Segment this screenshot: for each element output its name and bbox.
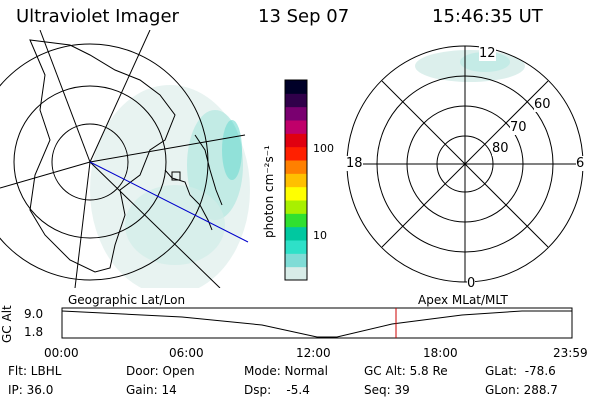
status-glat: GLat: -78.6 — [485, 364, 556, 378]
left-panel-label: Geographic Lat/Lon — [68, 293, 186, 307]
status-seq: Seq: 39 — [364, 383, 410, 397]
mlt-label-6: 6 — [576, 156, 585, 171]
latitude-circle — [51, 123, 129, 201]
mlt-label-18: 18 — [346, 156, 363, 171]
colorbar-stripe — [285, 93, 307, 108]
geographic-map — [0, 30, 250, 288]
colorbar-stripe — [285, 200, 307, 214]
mlat-label-80: 80 — [492, 141, 509, 156]
colorbar-tick-100: 100 — [313, 142, 334, 155]
status-glon: GLon: 288.7 — [485, 383, 558, 397]
mlat-label-60: 60 — [534, 97, 551, 112]
colorbar-stripe — [285, 173, 307, 188]
mlt-label-0: 0 — [467, 276, 476, 291]
status-door: Door: Open — [126, 364, 195, 378]
south-america-coastline — [194, 134, 223, 206]
time-tick-0600: 06:00 — [169, 346, 204, 360]
meridian-line — [89, 161, 221, 288]
time-tick-1800: 18:00 — [423, 346, 458, 360]
colorbar-stripe — [285, 106, 307, 121]
time-tick-2359: 23:59 — [553, 346, 588, 360]
date-label: 13 Sep 07 — [258, 6, 350, 27]
altitude-tick-low: 1.8 — [24, 325, 44, 339]
mlt-label-12: 12 — [479, 46, 496, 61]
colorbar-tick-10: 10 — [313, 229, 327, 242]
status-filter: Flt: LBHL — [8, 364, 62, 378]
meridian-line — [0, 161, 91, 189]
colorbar-stripe — [285, 80, 307, 94]
mlat-label-70: 70 — [510, 120, 527, 135]
colorbar-stripe — [285, 160, 307, 174]
colorbar-stripe — [285, 226, 307, 241]
meridian-line — [74, 161, 91, 288]
altitude-axis-label: GC Alt — [0, 305, 14, 343]
status-ip: IP: 36.0 — [8, 383, 54, 397]
instrument-title: Ultraviolet Imager — [16, 6, 179, 27]
colorbar-stripe — [285, 133, 307, 148]
altitude-curve — [61, 310, 572, 338]
time-tick-0000: 00:00 — [44, 346, 79, 360]
status-gc-alt: GC Alt: 5.8 Re — [364, 364, 448, 378]
colorbar-stripe — [285, 240, 307, 254]
time-tick-1200: 12:00 — [296, 346, 331, 360]
colorbar-label: photon cm⁻²s⁻¹ — [262, 145, 276, 238]
mlat-mlt-polar-plot — [346, 45, 584, 283]
colorbar — [284, 79, 308, 281]
time-label: 15:46:35 UT — [432, 6, 543, 27]
right-panel-label: Apex MLat/MLT — [418, 293, 508, 307]
colorbar-stripe — [285, 253, 307, 268]
colorbar-stripe — [285, 186, 307, 201]
colorbar-stripe — [285, 146, 307, 161]
altitude-tick-high: 9.0 — [24, 307, 44, 321]
altitude-plot — [61, 307, 573, 339]
colorbar-stripe — [285, 213, 307, 228]
colorbar-stripe — [285, 266, 307, 281]
status-dsp: Dsp: -5.4 — [244, 383, 310, 397]
coastline — [29, 39, 176, 273]
meridian-line — [89, 30, 151, 163]
view-direction-line — [89, 161, 249, 243]
meridian-line — [39, 30, 91, 163]
latitude-circle — [13, 85, 167, 239]
meridian-line — [89, 134, 246, 163]
status-gain: Gain: 14 — [126, 383, 177, 397]
colorbar-stripe — [285, 120, 307, 134]
status-mode: Mode: Normal — [244, 364, 328, 378]
